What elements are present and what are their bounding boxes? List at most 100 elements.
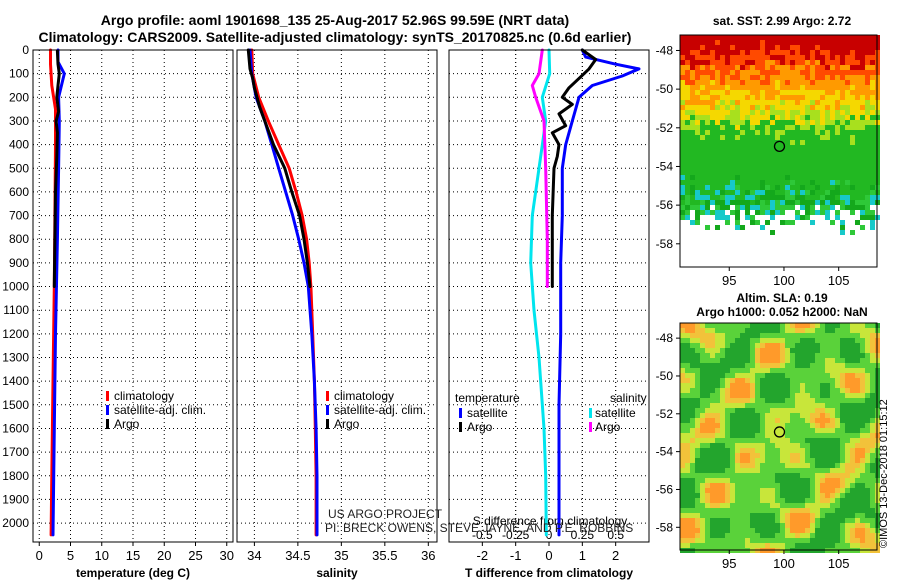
sst-map-cell	[760, 240, 765, 245]
sst-map-cell	[695, 140, 700, 145]
sst-map-cell	[810, 190, 815, 195]
sst-map-cell	[830, 185, 835, 190]
sst-map-cell	[730, 195, 735, 200]
sla-map-cell	[840, 463, 845, 468]
sla-map-cell	[760, 373, 765, 378]
sla-map-cell	[760, 488, 765, 493]
sst-map-cell	[720, 240, 725, 245]
sla-map-cell	[835, 363, 840, 368]
sla-map-cell	[835, 453, 840, 458]
sla-map-cell	[795, 468, 800, 473]
sla-map-cell	[835, 403, 840, 408]
sst-map-cell	[865, 260, 870, 265]
sla-map-cell	[800, 343, 805, 348]
sst-map-cell	[690, 150, 695, 155]
sla-map-cell	[745, 438, 750, 443]
sla-map-cell	[700, 368, 705, 373]
sst-map-cell	[840, 75, 845, 80]
sla-map-cell	[860, 378, 865, 383]
sla-map-cell	[865, 353, 870, 358]
sla-map-cell	[805, 373, 810, 378]
sst-map-cell	[690, 220, 695, 225]
sla-map-cell	[850, 353, 855, 358]
sla-map-cell	[855, 393, 860, 398]
sst-map-cell	[755, 205, 760, 210]
sst-map-cell	[705, 125, 710, 130]
sla-map-cell	[770, 488, 775, 493]
sla-map-cell	[695, 463, 700, 468]
sla-map-cell	[770, 403, 775, 408]
sla-map-cell	[770, 438, 775, 443]
sla-map-cell	[715, 403, 720, 408]
sla-map-cell	[865, 403, 870, 408]
sst-map-cell	[785, 80, 790, 85]
sst-map-cell	[725, 160, 730, 165]
sst-map-cell	[735, 140, 740, 145]
sst-map-cell	[735, 105, 740, 110]
sst-map-cell	[810, 175, 815, 180]
sla-map-cell	[865, 448, 870, 453]
sst-map-cell	[690, 230, 695, 235]
sla-map-cell	[750, 378, 755, 383]
sla-map-cell	[800, 528, 805, 533]
sla-map-cell	[865, 463, 870, 468]
sst-map-cell	[810, 180, 815, 185]
sla-map-cell	[690, 533, 695, 538]
sla-map-cell	[830, 443, 835, 448]
sst-map-cell	[870, 250, 875, 255]
sst-map-cell	[775, 170, 780, 175]
sst-map-cell	[765, 220, 770, 225]
sst-map-cell	[730, 90, 735, 95]
sal-xtick-label: 36	[421, 548, 435, 563]
sla-map-cell	[740, 428, 745, 433]
sla-map-cell	[785, 368, 790, 373]
sst-map-cell	[820, 225, 825, 230]
sst-map-cell	[755, 130, 760, 135]
sla-map-cell	[810, 368, 815, 373]
sst-map-cell	[845, 90, 850, 95]
sst-map-cell	[690, 245, 695, 250]
sla-map-cell	[860, 333, 865, 338]
sla-map-cell	[830, 513, 835, 518]
sst-map-cell	[695, 145, 700, 150]
sst-map-cell	[840, 145, 845, 150]
sst-map-cell	[775, 200, 780, 205]
sst-map-cell	[775, 100, 780, 105]
sla-map-cell	[725, 478, 730, 483]
sst-map-cell	[775, 245, 780, 250]
sla-map-cell	[855, 493, 860, 498]
sst-map-cell	[760, 40, 765, 45]
sst-map-cell	[855, 185, 860, 190]
sla-map-cell	[790, 368, 795, 373]
sla-map-xtick-label: 105	[828, 556, 850, 571]
sla-map-cell	[845, 418, 850, 423]
sla-map-cell	[710, 448, 715, 453]
sla-map-cell	[790, 403, 795, 408]
sst-map-cell	[720, 45, 725, 50]
sla-map-cell	[705, 498, 710, 503]
sst-map-cell	[815, 205, 820, 210]
sla-map-cell	[685, 543, 690, 548]
sla-map-cell	[845, 518, 850, 523]
sla-map-cell	[765, 363, 770, 368]
sla-map-cell	[735, 413, 740, 418]
sla-map-cell	[765, 413, 770, 418]
sla-map-cell	[865, 443, 870, 448]
sst-map-cell	[735, 160, 740, 165]
sla-map-cell	[825, 378, 830, 383]
sst-map-cell	[755, 60, 760, 65]
sla-map-cell	[710, 478, 715, 483]
sst-map-cell	[835, 40, 840, 45]
sst-map-cell	[750, 35, 755, 40]
sst-map-cell	[805, 170, 810, 175]
sla-map-cell	[810, 513, 815, 518]
sla-map-cell	[845, 468, 850, 473]
sst-map-cell	[735, 130, 740, 135]
sst-map-cell	[765, 215, 770, 220]
sst-map-cell	[825, 115, 830, 120]
sst-map-cell	[690, 65, 695, 70]
sla-map-cell	[690, 428, 695, 433]
sla-map-cell	[780, 523, 785, 528]
sst-map-cell	[700, 35, 705, 40]
sst-map-cell	[700, 145, 705, 150]
